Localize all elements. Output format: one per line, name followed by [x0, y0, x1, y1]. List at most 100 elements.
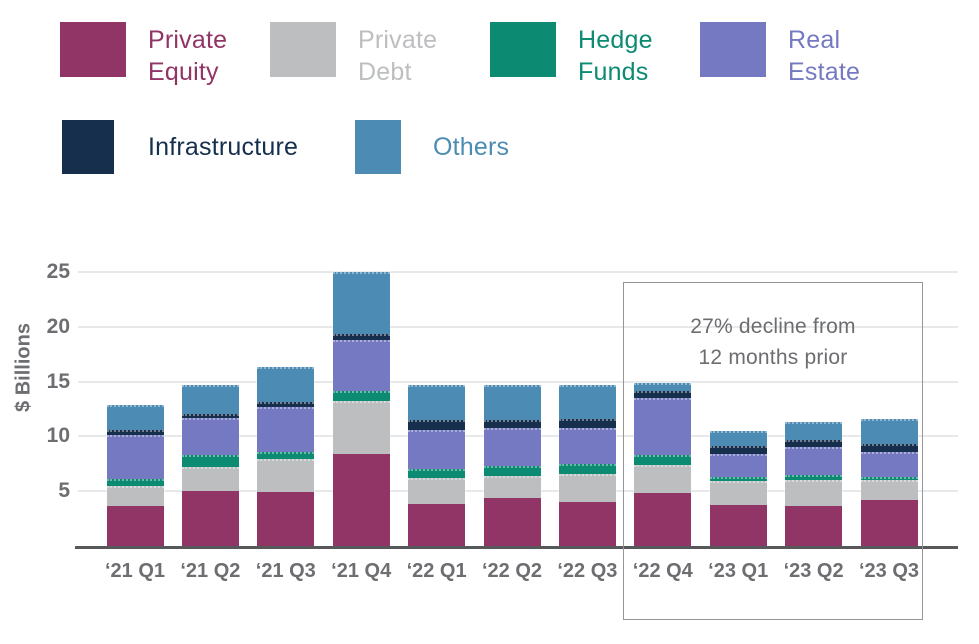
- legend-swatch-icon: [62, 120, 114, 174]
- segment-others: [408, 384, 466, 420]
- legend-label: Real Estate: [788, 26, 861, 86]
- segment-infrastructure: [860, 444, 918, 452]
- segment-others: [709, 430, 767, 447]
- legend-swatch-icon: [700, 22, 766, 77]
- legend-swatch-icon: [60, 22, 126, 77]
- segment-real-estate: [257, 406, 315, 452]
- segment-real-estate: [558, 427, 616, 464]
- segment-real-estate: [332, 339, 390, 392]
- segment-private-equity: [709, 505, 767, 546]
- bar-22Q1: [407, 383, 467, 547]
- segment-others: [785, 422, 843, 440]
- legend: Private Equity Private Debt Hedge Funds Rea…: [0, 0, 979, 200]
- legend-item-hedge-funds: Hedge Funds: [490, 22, 653, 88]
- segment-infrastructure: [408, 419, 466, 430]
- segment-private-debt: [408, 478, 466, 505]
- segment-private-debt: [709, 481, 767, 506]
- segment-real-estate: [106, 435, 164, 480]
- segment-private-debt: [785, 480, 843, 507]
- x-axis-label: ‘21 Q4: [331, 560, 392, 582]
- legend-swatch-icon: [270, 22, 336, 77]
- x-axis-label: ‘21 Q1: [104, 560, 166, 582]
- x-axis-line: [75, 546, 958, 549]
- segment-private-debt: [483, 475, 541, 498]
- segment-infrastructure: [558, 418, 616, 428]
- segment-others: [558, 384, 616, 419]
- bar-23Q2: [784, 421, 844, 547]
- segment-others: [332, 271, 390, 335]
- annotation-box: 27% decline from 12 months prior: [623, 282, 923, 620]
- x-axis-label: ‘22 Q4: [632, 560, 693, 582]
- legend-item-private-equity: Private Equity: [60, 22, 227, 88]
- segment-private-equity: [257, 492, 315, 546]
- x-axis-label: ‘22 Q3: [557, 560, 618, 582]
- segment-private-equity: [483, 497, 541, 546]
- segment-infrastructure: [634, 391, 692, 398]
- segment-hedge-funds: [257, 451, 315, 460]
- legend-label: Private Debt: [358, 26, 438, 86]
- bar-21Q3: [256, 366, 316, 547]
- gridline-15: [78, 380, 958, 383]
- gridline-20: [78, 325, 958, 328]
- segment-private-debt: [181, 467, 239, 492]
- segment-hedge-funds: [408, 469, 466, 479]
- segment-hedge-funds: [634, 455, 692, 465]
- legend-label: Hedge Funds: [578, 26, 653, 86]
- segment-others: [634, 382, 692, 392]
- annotation-text: 27% decline from 12 months prior: [690, 315, 856, 369]
- legend-swatch-icon: [355, 120, 401, 174]
- legend-label: Infrastructure: [148, 133, 299, 161]
- segment-real-estate: [709, 453, 767, 477]
- legend-swatch-icon: [490, 22, 556, 77]
- legend-item-infrastructure: Infrastructure: [62, 120, 298, 174]
- bar-21Q4: [331, 271, 391, 547]
- segment-private-equity: [634, 493, 692, 546]
- x-axis-label: ‘22 Q1: [406, 560, 467, 582]
- gridline-25: [78, 271, 958, 273]
- segment-others: [860, 418, 918, 445]
- x-axis-label: ‘22 Q2: [481, 560, 543, 582]
- segment-real-estate: [408, 429, 466, 470]
- x-axis-label: ‘23 Q3: [858, 560, 920, 582]
- segment-hedge-funds: [483, 466, 541, 476]
- segment-private-debt: [332, 401, 390, 454]
- segment-private-debt: [558, 473, 616, 503]
- bar-23Q3: [859, 417, 919, 547]
- segment-private-debt: [860, 480, 918, 500]
- segment-private-equity: [106, 506, 164, 546]
- segment-real-estate: [634, 398, 692, 455]
- segment-private-debt: [106, 485, 164, 507]
- segment-real-estate: [785, 447, 843, 475]
- segment-hedge-funds: [558, 463, 616, 474]
- legend-item-real-estate: Real Estate: [700, 22, 860, 88]
- x-axis-label: ‘23 Q2: [783, 560, 844, 582]
- segment-infrastructure: [181, 414, 239, 418]
- x-axis-label: ‘21 Q2: [180, 560, 241, 582]
- segment-others: [257, 367, 315, 403]
- segment-others: [181, 384, 239, 415]
- segment-hedge-funds: [332, 391, 390, 402]
- legend-item-others: Others: [355, 120, 509, 174]
- segment-infrastructure: [332, 334, 390, 340]
- bar-21Q1: [105, 403, 165, 547]
- segment-infrastructure: [106, 429, 164, 436]
- segment-private-equity: [785, 506, 843, 546]
- bar-22Q4: [633, 381, 693, 547]
- segment-infrastructure: [785, 439, 843, 448]
- bar-23Q1: [708, 429, 768, 547]
- segment-private-equity: [181, 491, 239, 546]
- segment-hedge-funds: [181, 455, 239, 468]
- segment-hedge-funds: [106, 479, 164, 486]
- bar-22Q2: [482, 383, 542, 547]
- x-axis-label: ‘23 Q1: [708, 560, 769, 582]
- bar-21Q2: [180, 383, 240, 547]
- segment-infrastructure: [257, 402, 315, 407]
- y-tick-label-5: 5: [58, 479, 70, 503]
- segment-private-debt: [634, 464, 692, 494]
- y-tick-label-20: 20: [46, 314, 70, 338]
- segment-infrastructure: [483, 419, 541, 428]
- segment-real-estate: [181, 417, 239, 455]
- segment-private-equity: [408, 504, 466, 546]
- segment-others: [106, 404, 164, 430]
